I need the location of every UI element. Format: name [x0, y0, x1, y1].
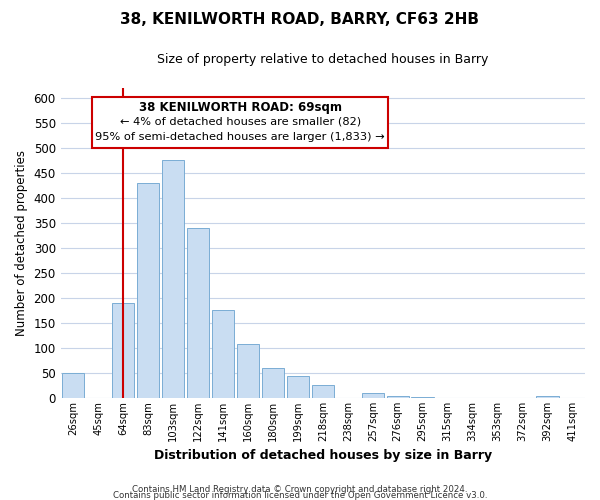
Bar	[162, 160, 184, 398]
Text: 38, KENILWORTH ROAD, BARRY, CF63 2HB: 38, KENILWORTH ROAD, BARRY, CF63 2HB	[121, 12, 479, 28]
Text: Contains public sector information licensed under the Open Government Licence v3: Contains public sector information licen…	[113, 490, 487, 500]
Bar	[536, 396, 559, 398]
Bar	[362, 393, 384, 398]
Bar	[311, 386, 334, 398]
Bar	[236, 344, 259, 398]
Bar	[187, 228, 209, 398]
Text: ← 4% of detached houses are smaller (82): ← 4% of detached houses are smaller (82)	[119, 116, 361, 126]
Bar	[212, 310, 234, 398]
Title: Size of property relative to detached houses in Barry: Size of property relative to detached ho…	[157, 52, 488, 66]
Y-axis label: Number of detached properties: Number of detached properties	[15, 150, 28, 336]
Text: 38 KENILWORTH ROAD: 69sqm: 38 KENILWORTH ROAD: 69sqm	[139, 100, 342, 114]
Bar	[137, 182, 159, 398]
X-axis label: Distribution of detached houses by size in Barry: Distribution of detached houses by size …	[154, 450, 492, 462]
Text: Contains HM Land Registry data © Crown copyright and database right 2024.: Contains HM Land Registry data © Crown c…	[132, 484, 468, 494]
FancyBboxPatch shape	[92, 97, 388, 148]
Bar	[386, 396, 409, 398]
Bar	[262, 368, 284, 398]
Bar	[287, 376, 309, 398]
Bar	[112, 303, 134, 398]
Bar	[412, 396, 434, 398]
Bar	[62, 373, 85, 398]
Text: 95% of semi-detached houses are larger (1,833) →: 95% of semi-detached houses are larger (…	[95, 132, 385, 141]
